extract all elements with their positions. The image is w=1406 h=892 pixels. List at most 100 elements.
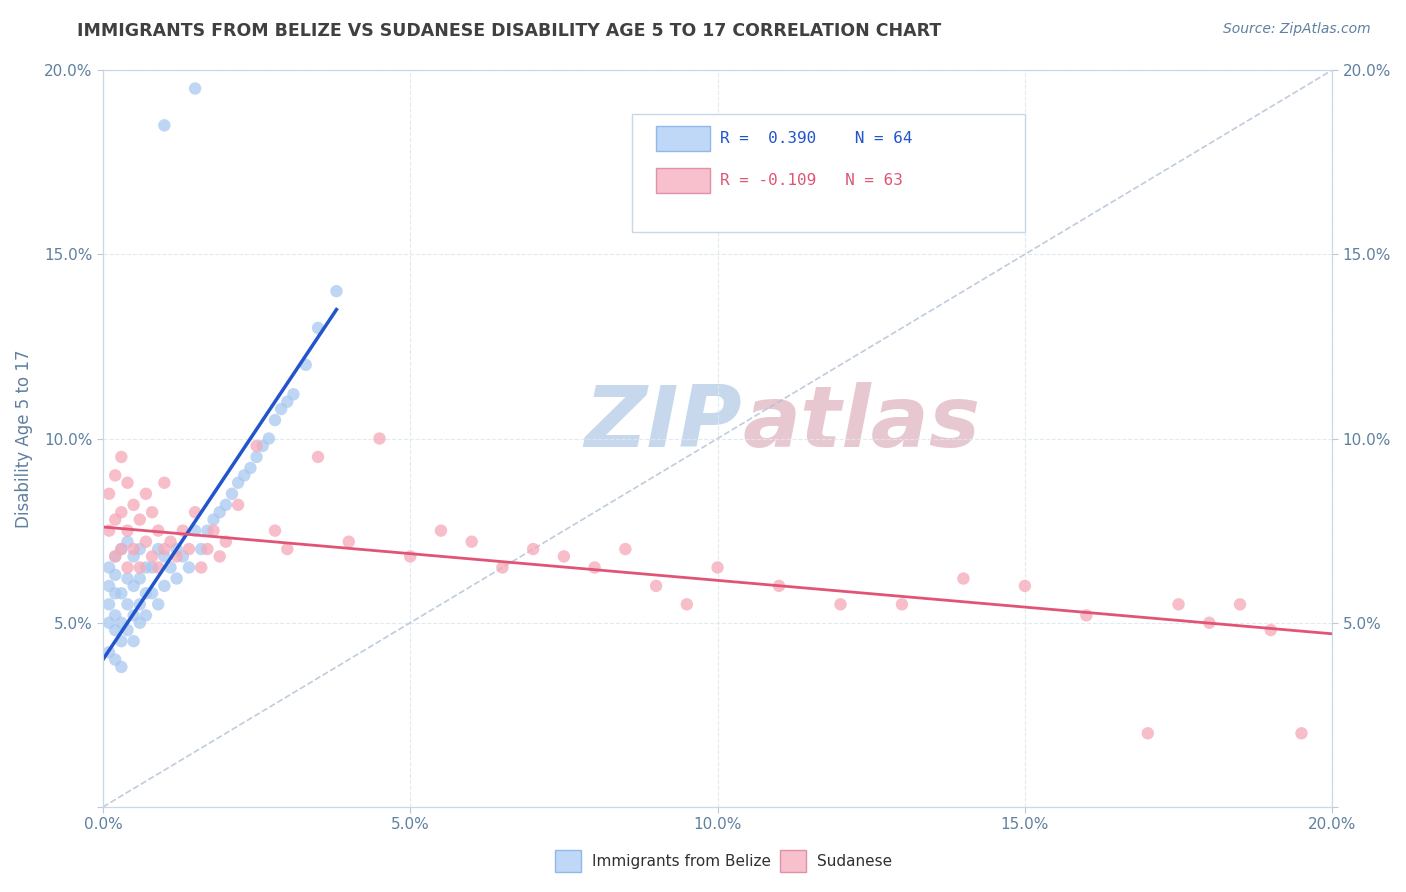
Point bbox=[104, 623, 127, 637]
Point bbox=[104, 567, 127, 582]
Point bbox=[177, 542, 200, 557]
Point bbox=[1136, 726, 1159, 740]
Point bbox=[952, 572, 974, 586]
Point bbox=[252, 439, 274, 453]
Point bbox=[122, 498, 145, 512]
Point bbox=[202, 512, 225, 526]
Point bbox=[110, 660, 132, 674]
Point bbox=[399, 549, 422, 564]
Point bbox=[166, 572, 188, 586]
Point bbox=[122, 579, 145, 593]
Point bbox=[159, 560, 181, 574]
Point bbox=[166, 549, 188, 564]
Point bbox=[675, 597, 697, 611]
Point bbox=[197, 524, 219, 538]
Point bbox=[135, 586, 157, 600]
Point bbox=[104, 512, 127, 526]
Point bbox=[706, 560, 728, 574]
Point bbox=[98, 487, 121, 501]
Point bbox=[1229, 597, 1251, 611]
FancyBboxPatch shape bbox=[657, 126, 710, 151]
Point bbox=[1260, 623, 1282, 637]
Point bbox=[522, 542, 544, 557]
Point bbox=[110, 542, 132, 557]
Point bbox=[117, 560, 139, 574]
Text: IMMIGRANTS FROM BELIZE VS SUDANESE DISABILITY AGE 5 TO 17 CORRELATION CHART: IMMIGRANTS FROM BELIZE VS SUDANESE DISAB… bbox=[77, 22, 942, 40]
Point bbox=[117, 475, 139, 490]
Point bbox=[117, 524, 139, 538]
Point bbox=[135, 534, 157, 549]
Point bbox=[233, 468, 256, 483]
Point bbox=[215, 498, 238, 512]
Point bbox=[104, 586, 127, 600]
Point bbox=[1291, 726, 1313, 740]
Point bbox=[190, 542, 212, 557]
Point bbox=[159, 534, 181, 549]
Text: R = -0.109   N = 63: R = -0.109 N = 63 bbox=[720, 173, 903, 188]
Point bbox=[430, 524, 453, 538]
Point bbox=[294, 358, 316, 372]
Point bbox=[135, 560, 157, 574]
Point bbox=[117, 623, 139, 637]
Point bbox=[283, 387, 305, 401]
Point bbox=[98, 524, 121, 538]
Point bbox=[184, 505, 207, 519]
Point bbox=[208, 505, 231, 519]
Point bbox=[122, 634, 145, 648]
Point bbox=[128, 597, 150, 611]
Point bbox=[325, 284, 347, 298]
FancyBboxPatch shape bbox=[657, 168, 710, 194]
Point bbox=[208, 549, 231, 564]
Point bbox=[110, 634, 132, 648]
Point bbox=[98, 579, 121, 593]
Point bbox=[98, 645, 121, 659]
Point bbox=[122, 542, 145, 557]
Point bbox=[104, 608, 127, 623]
Point bbox=[110, 542, 132, 557]
Point bbox=[245, 450, 267, 464]
Point bbox=[307, 450, 329, 464]
Point bbox=[128, 615, 150, 630]
Point bbox=[645, 579, 668, 593]
Point bbox=[307, 321, 329, 335]
Point bbox=[141, 505, 163, 519]
Point bbox=[177, 560, 200, 574]
Point bbox=[128, 542, 150, 557]
Point bbox=[583, 560, 606, 574]
Point bbox=[128, 560, 150, 574]
Point bbox=[141, 560, 163, 574]
Text: ZIP: ZIP bbox=[585, 383, 742, 466]
Point bbox=[98, 597, 121, 611]
Point bbox=[128, 512, 150, 526]
Point bbox=[226, 475, 249, 490]
Point bbox=[166, 542, 188, 557]
Point bbox=[1198, 615, 1220, 630]
Point bbox=[257, 432, 280, 446]
Point bbox=[276, 542, 298, 557]
Point bbox=[148, 542, 170, 557]
Point bbox=[153, 119, 176, 133]
Point bbox=[98, 560, 121, 574]
Point bbox=[148, 560, 170, 574]
Point bbox=[337, 534, 360, 549]
Point bbox=[110, 586, 132, 600]
Point bbox=[553, 549, 575, 564]
Point bbox=[110, 505, 132, 519]
Point bbox=[184, 81, 207, 95]
Point bbox=[1076, 608, 1098, 623]
Point bbox=[614, 542, 637, 557]
Point bbox=[117, 597, 139, 611]
Point bbox=[104, 468, 127, 483]
Text: Source: ZipAtlas.com: Source: ZipAtlas.com bbox=[1223, 22, 1371, 37]
Point bbox=[148, 597, 170, 611]
Point bbox=[110, 450, 132, 464]
Text: Immigrants from Belize: Immigrants from Belize bbox=[592, 854, 770, 869]
Point bbox=[122, 608, 145, 623]
Point bbox=[245, 439, 267, 453]
Point bbox=[153, 549, 176, 564]
Point bbox=[239, 461, 262, 475]
Point bbox=[117, 534, 139, 549]
Point bbox=[172, 549, 194, 564]
Point bbox=[264, 413, 287, 427]
Point bbox=[141, 586, 163, 600]
